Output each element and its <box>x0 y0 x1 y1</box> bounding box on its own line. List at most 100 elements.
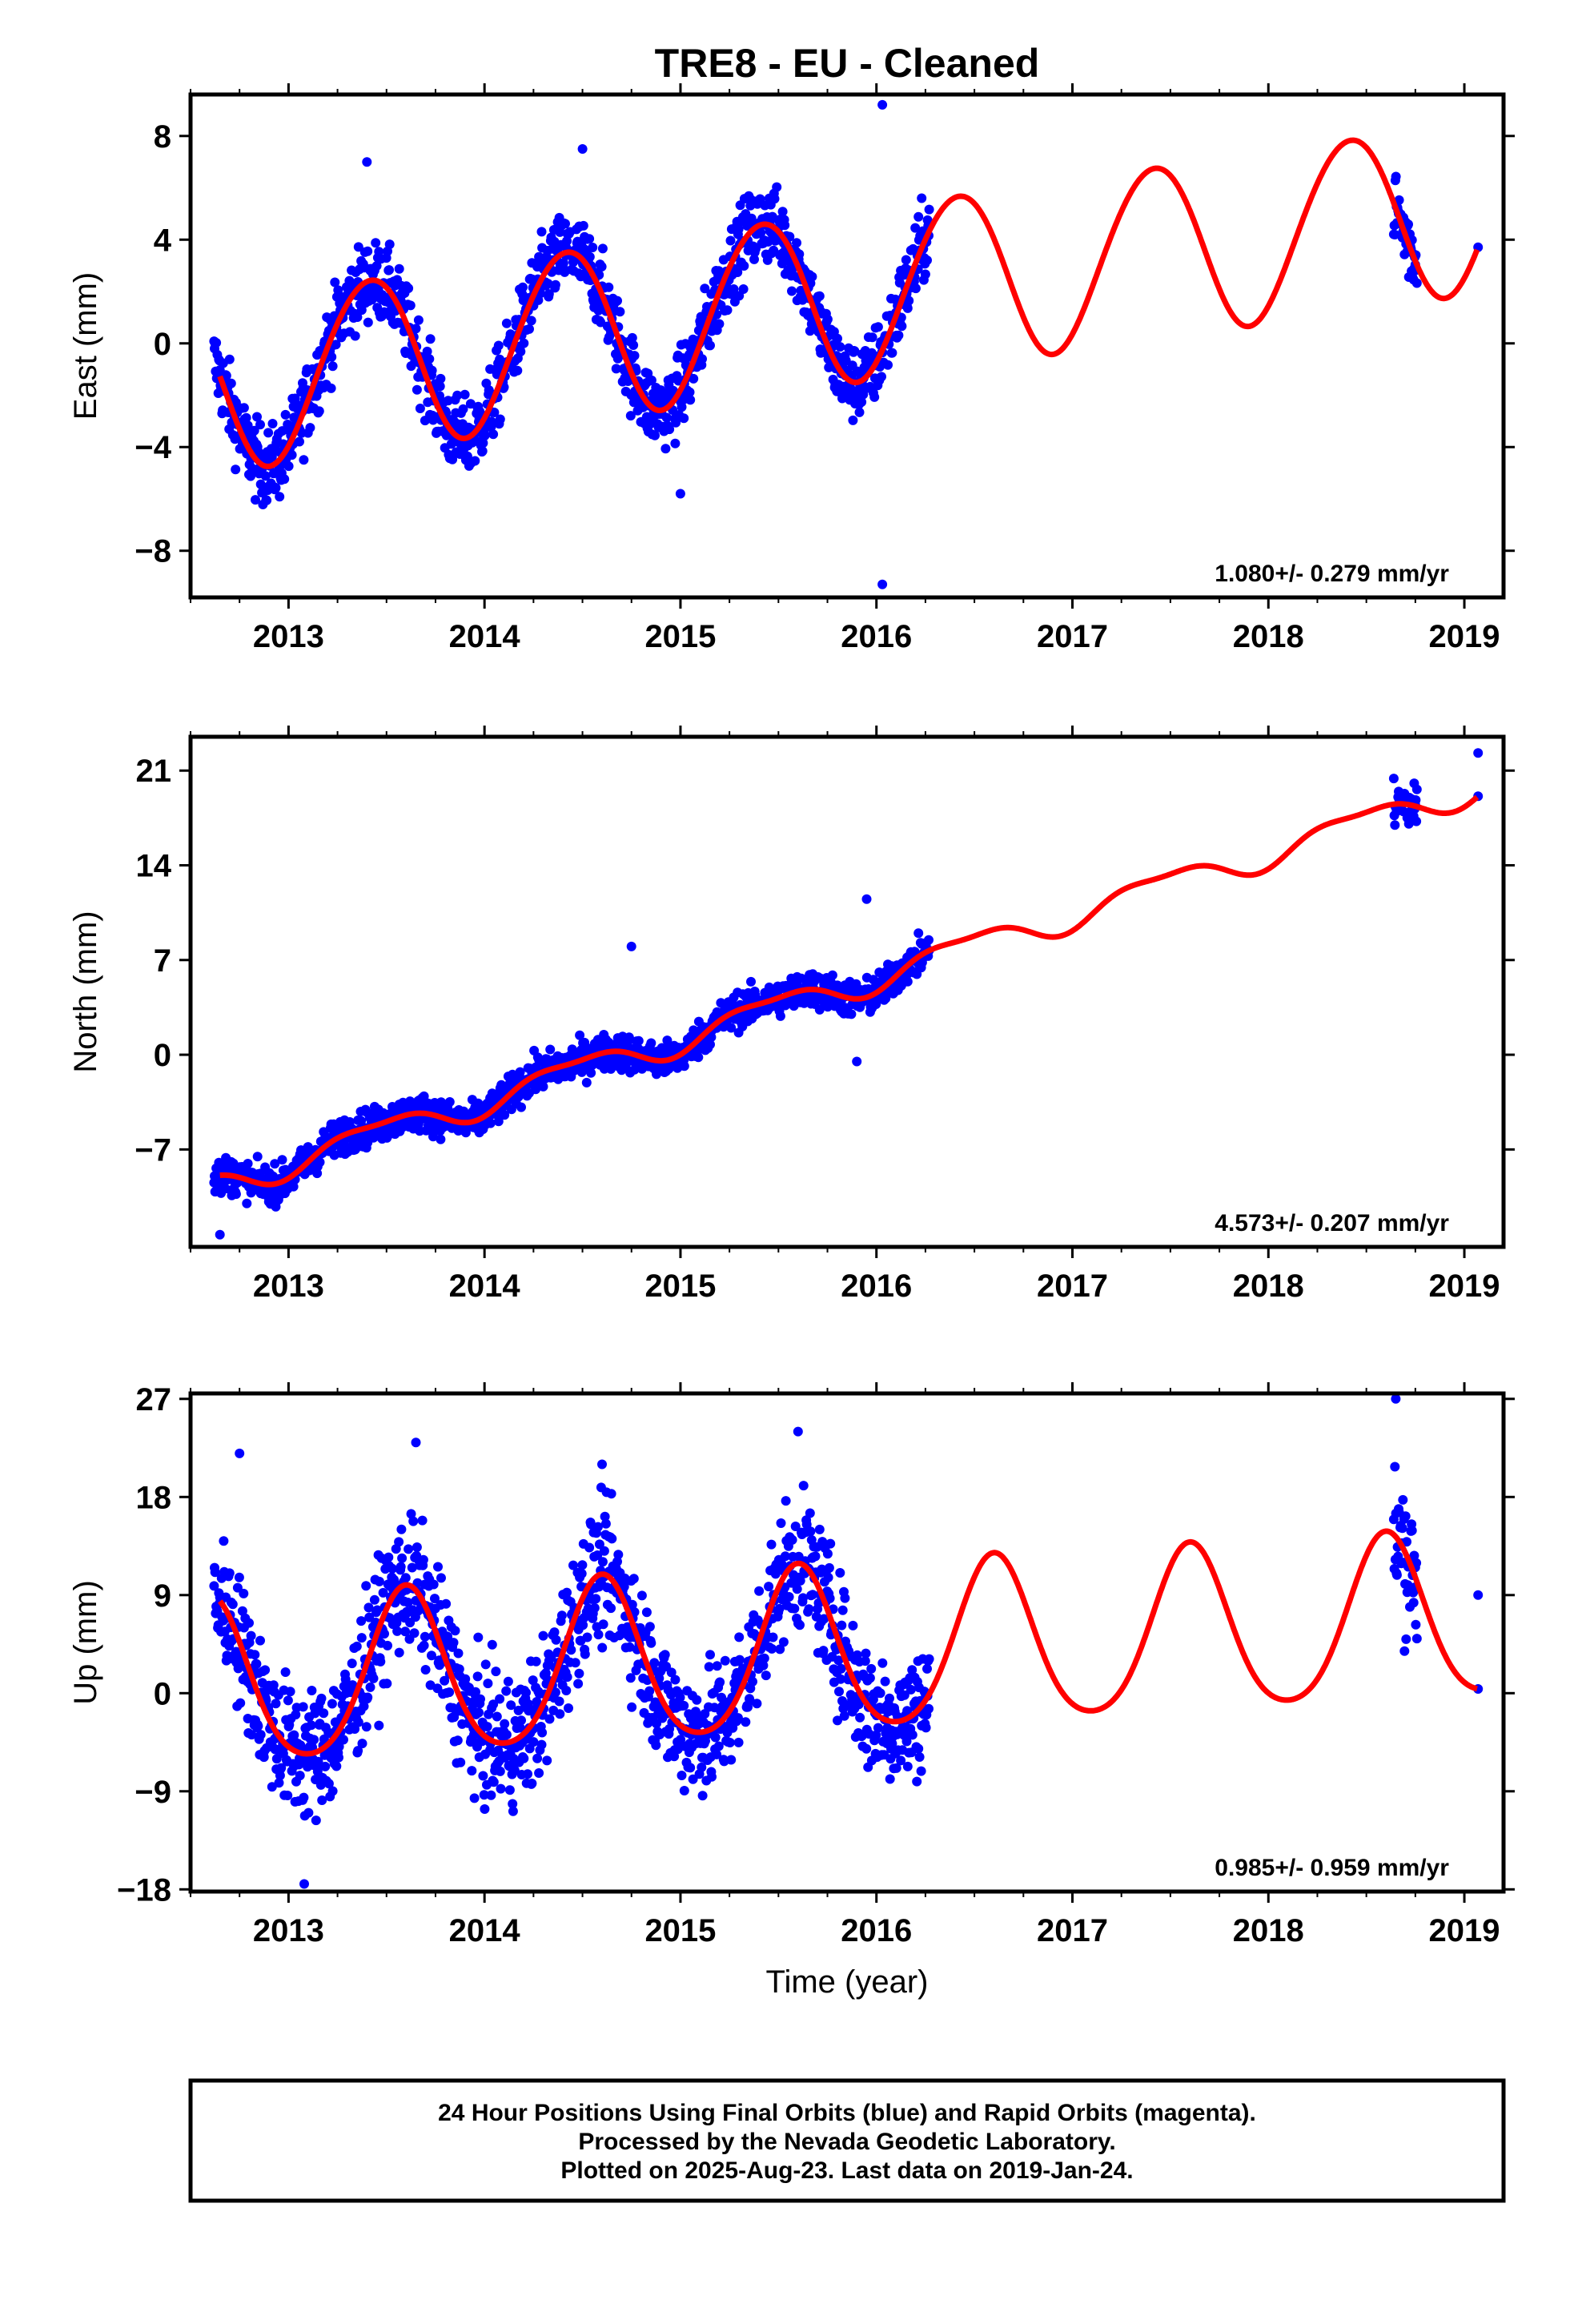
data-point <box>487 1639 497 1650</box>
data-point <box>375 1656 386 1667</box>
x-tick-label: 2019 <box>1429 619 1500 654</box>
data-point <box>627 332 637 343</box>
data-point <box>629 351 640 361</box>
data-point <box>251 1659 262 1669</box>
data-point <box>784 1592 794 1602</box>
data-point <box>480 1659 491 1670</box>
data-point <box>537 1727 548 1738</box>
data-point <box>452 390 463 400</box>
data-point <box>500 1719 510 1729</box>
data-point <box>545 1044 556 1055</box>
up-panel: 2013 2014 2015 2016 2017 2018 2019 −18 −9 0 9 18 27 U… <box>68 1382 1515 1948</box>
y-tick-label: 7 <box>154 943 171 979</box>
data-point <box>249 425 259 436</box>
y-tick-label: 18 <box>136 1480 172 1515</box>
data-point <box>460 389 470 400</box>
rate-annotation: 1.080+/- 0.279 mm/yr <box>1215 561 1449 587</box>
data-point <box>210 1567 220 1578</box>
data-point <box>715 1677 725 1687</box>
data-point <box>584 251 595 262</box>
data-point <box>846 1009 857 1019</box>
data-point <box>789 1603 800 1614</box>
data-point <box>922 1663 932 1674</box>
data-point <box>837 1620 847 1630</box>
data-point <box>253 1721 263 1731</box>
data-point <box>542 1755 552 1766</box>
data-point <box>260 471 271 481</box>
data-point <box>644 1686 655 1696</box>
data-point <box>612 296 622 306</box>
data-point <box>1390 820 1400 830</box>
data-point <box>1411 784 1422 794</box>
data-point <box>566 1645 576 1655</box>
data-point <box>577 1560 588 1570</box>
data-point <box>597 1642 608 1653</box>
data-point <box>546 1653 556 1663</box>
data-point <box>467 1766 477 1776</box>
data-point <box>427 365 437 376</box>
outlier-point <box>675 489 685 499</box>
data-point <box>710 1732 721 1743</box>
data-point <box>435 1660 444 1671</box>
data-point <box>379 1629 389 1639</box>
data-point <box>420 1631 430 1642</box>
data-point <box>396 1524 407 1534</box>
data-point <box>562 1672 572 1683</box>
data-point <box>452 1735 463 1746</box>
data-point <box>333 285 343 296</box>
data-point <box>600 1518 611 1529</box>
data-point <box>627 1599 637 1610</box>
data-point <box>775 1011 785 1021</box>
data-point <box>824 1562 834 1573</box>
data-point <box>485 1118 496 1128</box>
data-point <box>275 492 285 502</box>
data-point <box>295 1771 305 1781</box>
data-point <box>798 1481 809 1491</box>
y-axis-label: Up (mm) <box>68 1580 103 1705</box>
data-point <box>550 279 560 290</box>
data-point <box>887 348 897 358</box>
data-point <box>885 1774 895 1784</box>
data-point <box>781 1496 791 1506</box>
data-point <box>902 1706 913 1716</box>
data-point <box>549 1627 560 1638</box>
data-point <box>704 1662 714 1672</box>
data-point <box>536 227 547 237</box>
data-point <box>591 1594 601 1604</box>
data-point <box>675 1692 685 1703</box>
data-point <box>758 1660 769 1671</box>
data-point <box>271 1754 282 1764</box>
data-point <box>604 282 614 292</box>
data-point <box>488 1777 499 1787</box>
x-tick-label: 2013 <box>253 619 324 654</box>
data-point <box>1401 1634 1411 1644</box>
data-point <box>670 438 681 448</box>
data-point <box>581 1077 592 1088</box>
data-point <box>211 338 222 348</box>
data-point <box>920 269 930 279</box>
x-tick-label: 2019 <box>1429 1913 1500 1948</box>
plot-frame <box>188 92 1506 600</box>
data-point <box>748 1676 757 1687</box>
data-point <box>359 1701 369 1711</box>
data-point <box>899 1690 909 1700</box>
data-point <box>356 305 367 316</box>
data-point <box>501 1686 512 1696</box>
data-point <box>413 315 424 325</box>
x-tick-label: 2019 <box>1429 1269 1500 1304</box>
data-point <box>448 1638 459 1648</box>
data-point <box>873 322 883 332</box>
data-point <box>311 1815 321 1826</box>
data-point <box>628 340 639 350</box>
data-point <box>649 1658 660 1668</box>
data-point <box>433 1562 443 1572</box>
data-point <box>612 1557 622 1566</box>
data-point <box>586 1068 596 1078</box>
data-point <box>495 414 505 424</box>
data-point <box>778 1637 789 1647</box>
data-point <box>477 446 488 456</box>
data-point <box>298 1702 308 1712</box>
data-point <box>515 1723 525 1733</box>
data-point <box>564 1703 573 1713</box>
data-point <box>450 1626 460 1636</box>
